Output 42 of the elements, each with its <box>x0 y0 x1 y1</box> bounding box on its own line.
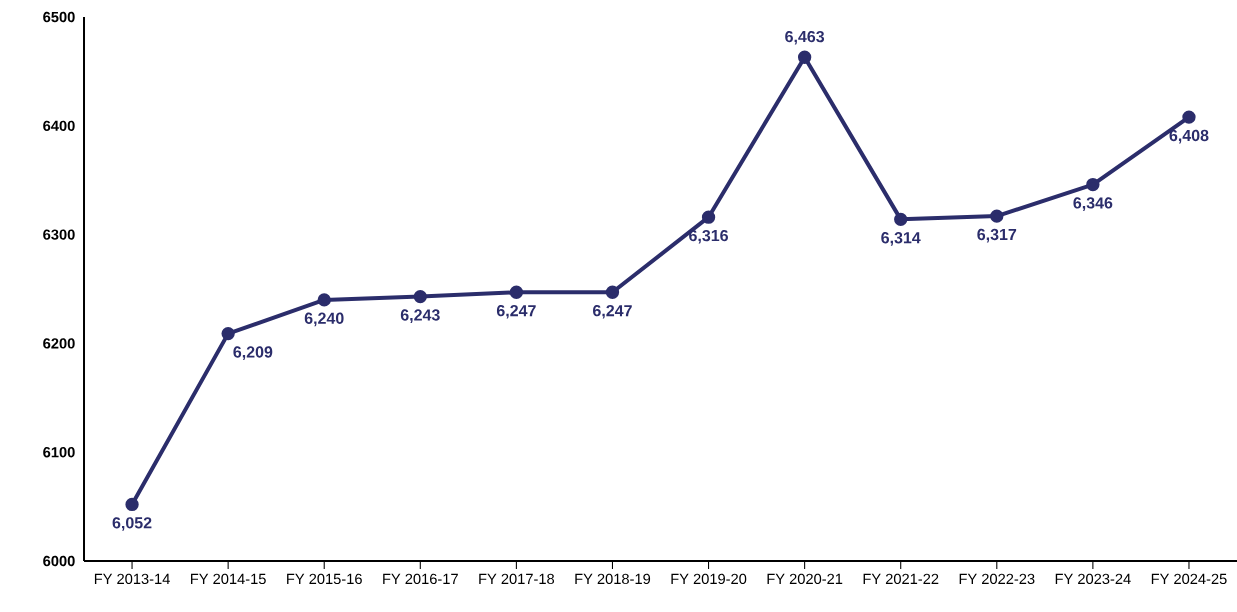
data-label: 6,240 <box>304 312 344 327</box>
point <box>509 285 524 299</box>
x-tick-label: FY 2017-18 <box>479 573 555 585</box>
point <box>797 50 812 64</box>
y-tick-label: 6000 <box>43 555 75 567</box>
y-tick-label: 6200 <box>43 338 75 349</box>
x-tick-label: FY 2024-25 <box>1151 573 1227 585</box>
point <box>125 497 139 512</box>
point <box>701 210 716 224</box>
x-tick-label: FY 2018-19 <box>575 573 651 585</box>
y-tick-label: 6300 <box>43 229 75 240</box>
point <box>413 289 427 304</box>
point <box>990 209 1004 223</box>
x-tick-label: FY 2020-21 <box>767 573 843 585</box>
y-tick-label: 6100 <box>43 447 75 458</box>
data-label: 6,209 <box>233 346 273 360</box>
data-label: 6,346 <box>1073 197 1113 211</box>
point <box>1182 110 1196 124</box>
point <box>1086 177 1100 192</box>
x-tick-label: FY 2013-14 <box>94 573 170 585</box>
x-tick-label: FY 2015-16 <box>287 573 362 585</box>
data-label: 6,247 <box>593 304 632 319</box>
y-tick-label: 6400 <box>43 120 75 131</box>
data-label: 6,408 <box>1169 129 1209 144</box>
x-tick-label: FY 2016-17 <box>383 573 458 585</box>
x-tick-label: FY 2021-22 <box>863 573 939 585</box>
data-label: 6,316 <box>689 229 728 244</box>
point <box>317 293 331 307</box>
point <box>221 326 235 341</box>
x-tick-label: FY 2023-24 <box>1055 573 1131 585</box>
data-label: 6,243 <box>400 309 440 323</box>
point <box>605 285 620 299</box>
x-tick-label: FY 2019-20 <box>671 573 747 585</box>
data-label: 6,317 <box>977 228 1017 243</box>
data-label: 6,463 <box>785 30 825 45</box>
y-tick-label: 6500 <box>43 11 75 23</box>
data-label: 6,052 <box>112 517 152 531</box>
point <box>894 212 908 227</box>
data-label: 6,247 <box>496 304 536 319</box>
x-tick-label: FY 2022-23 <box>959 573 1035 585</box>
x-tick-label: FY 2014-15 <box>191 573 266 585</box>
data-label: 6,314 <box>881 232 921 246</box>
